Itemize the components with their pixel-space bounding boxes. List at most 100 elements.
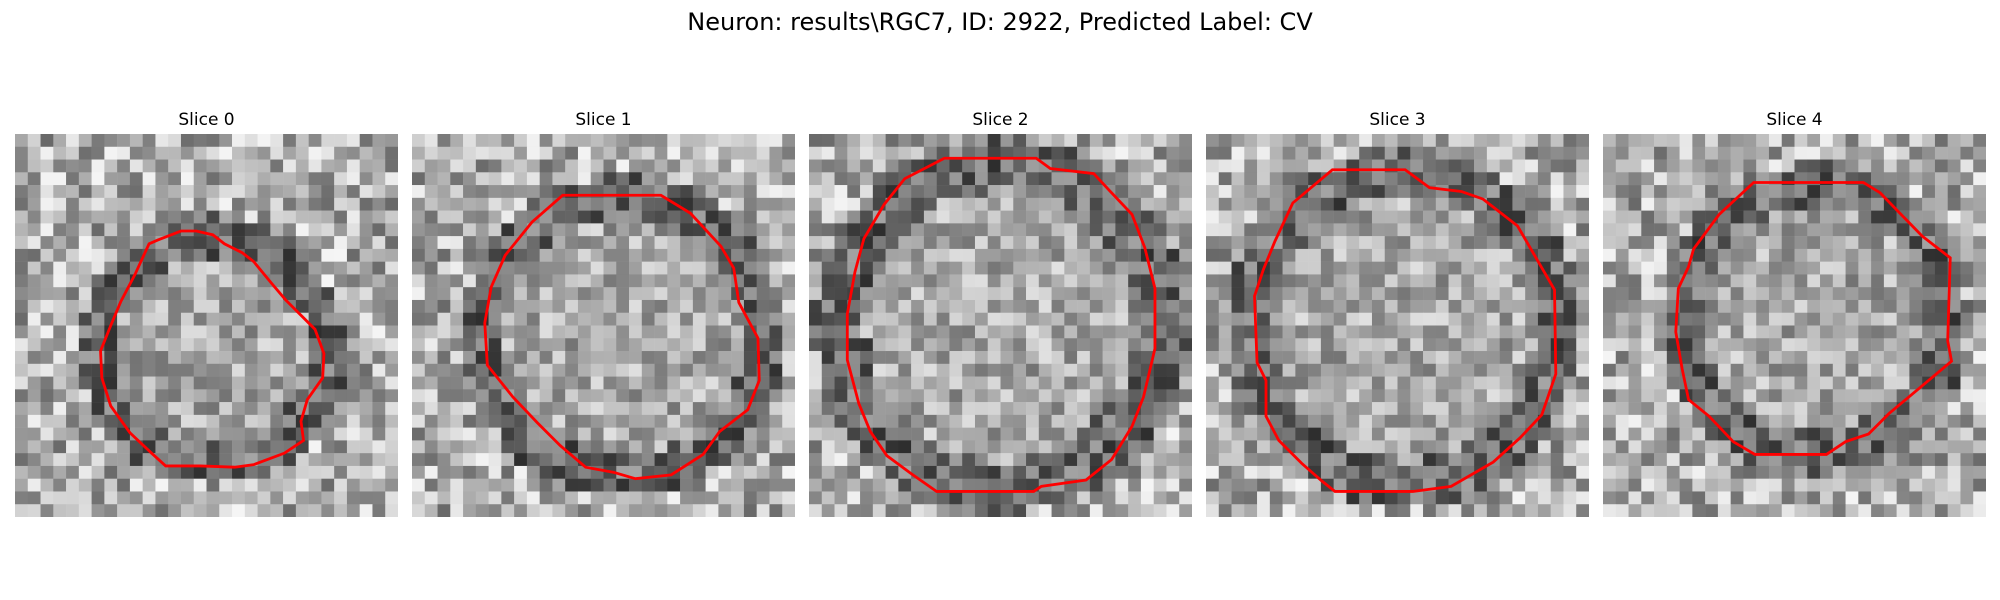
noise-pixel [104, 197, 118, 211]
noise-pixel [629, 478, 643, 492]
noise-pixel [168, 491, 182, 505]
noise-pixel [705, 389, 719, 403]
noise-pixel [692, 312, 706, 326]
noise-pixel [168, 312, 182, 326]
noise-pixel [1603, 427, 1617, 441]
noise-pixel [1654, 376, 1668, 390]
noise-pixel [1231, 197, 1245, 211]
noise-pixel [809, 402, 823, 416]
noise-pixel [1153, 197, 1167, 211]
noise-pixel [1871, 325, 1885, 339]
noise-pixel [1000, 389, 1014, 403]
noise-pixel [244, 351, 258, 365]
noise-pixel [565, 465, 579, 479]
noise-pixel [180, 274, 194, 288]
noise-pixel [424, 402, 438, 416]
noise-pixel [949, 325, 963, 339]
noise-pixel [412, 261, 426, 275]
noise-pixel [756, 504, 770, 517]
noise-pixel [514, 325, 528, 339]
noise-pixel [1333, 185, 1347, 199]
noise-pixel [1679, 134, 1693, 148]
noise-pixel [1883, 159, 1897, 173]
noise-pixel [475, 453, 489, 467]
noise-pixel [1077, 325, 1091, 339]
noise-pixel [821, 325, 835, 339]
noise-pixel [936, 299, 950, 313]
noise-pixel [1410, 465, 1424, 479]
noise-pixel [731, 351, 745, 365]
noise-pixel [40, 427, 54, 441]
noise-pixel [129, 504, 143, 517]
noise-pixel [437, 312, 451, 326]
noise-pixel [1973, 325, 1986, 339]
noise-pixel [295, 351, 309, 365]
noise-pixel [654, 427, 668, 441]
noise-pixel [1231, 287, 1245, 301]
noise-pixel [488, 248, 502, 262]
noise-pixel [15, 363, 29, 377]
noise-pixel [514, 287, 528, 301]
noise-pixel [1666, 159, 1680, 173]
noise-pixel [731, 146, 745, 160]
noise-pixel [654, 159, 668, 173]
noise-pixel [1537, 299, 1551, 313]
noise-pixel [1384, 248, 1398, 262]
noise-pixel [1807, 248, 1821, 262]
noise-pixel [1896, 261, 1910, 275]
noise-pixel [334, 338, 348, 352]
noise-pixel [1128, 389, 1142, 403]
noise-pixel [1628, 172, 1642, 186]
noise-pixel [1423, 236, 1437, 250]
noise-pixel [1115, 146, 1129, 160]
noise-pixel [539, 389, 553, 403]
noise-pixel [424, 389, 438, 403]
noise-pixel [1461, 402, 1475, 416]
noise-pixel [911, 414, 925, 428]
noise-pixel [1960, 134, 1974, 148]
noise-pixel [1743, 338, 1757, 352]
noise-pixel [321, 440, 335, 454]
noise-pixel [743, 261, 757, 275]
noise-pixel [1179, 402, 1192, 416]
noise-pixel [1973, 389, 1986, 403]
noise-pixel [53, 504, 67, 517]
noise-pixel [641, 363, 655, 377]
noise-pixel [1756, 453, 1770, 467]
noise-pixel [731, 478, 745, 492]
noise-pixel [974, 223, 988, 237]
noise-pixel [257, 363, 271, 377]
noise-pixel [1794, 414, 1808, 428]
noise-pixel [1179, 363, 1192, 377]
noise-pixel [526, 134, 540, 148]
noise-pixel [1603, 159, 1617, 173]
noise-pixel [1909, 478, 1923, 492]
noise-pixel [565, 134, 579, 148]
noise-pixel [1858, 223, 1872, 237]
noise-pixel [346, 223, 360, 237]
noise-pixel [616, 440, 630, 454]
noise-pixel [385, 376, 398, 390]
noise-pixel [616, 197, 630, 211]
noise-pixel [1384, 197, 1398, 211]
noise-pixel [590, 134, 604, 148]
noise-pixel [629, 414, 643, 428]
noise-pixel [206, 363, 220, 377]
noise-pixel [743, 134, 757, 148]
noise-pixel [743, 172, 757, 186]
noise-pixel [1089, 210, 1103, 224]
noise-pixel [962, 197, 976, 211]
noise-pixel [1628, 236, 1642, 250]
noise-pixel [129, 312, 143, 326]
noise-pixel [680, 236, 694, 250]
noise-pixel [603, 287, 617, 301]
noise-pixel [1140, 504, 1154, 517]
noise-pixel [1308, 287, 1322, 301]
noise-pixel [1973, 261, 1986, 275]
noise-pixel [91, 261, 105, 275]
noise-pixel [692, 402, 706, 416]
noise-pixel [629, 363, 643, 377]
noise-pixel [949, 172, 963, 186]
noise-pixel [1576, 299, 1589, 313]
noise-pixel [1781, 146, 1795, 160]
